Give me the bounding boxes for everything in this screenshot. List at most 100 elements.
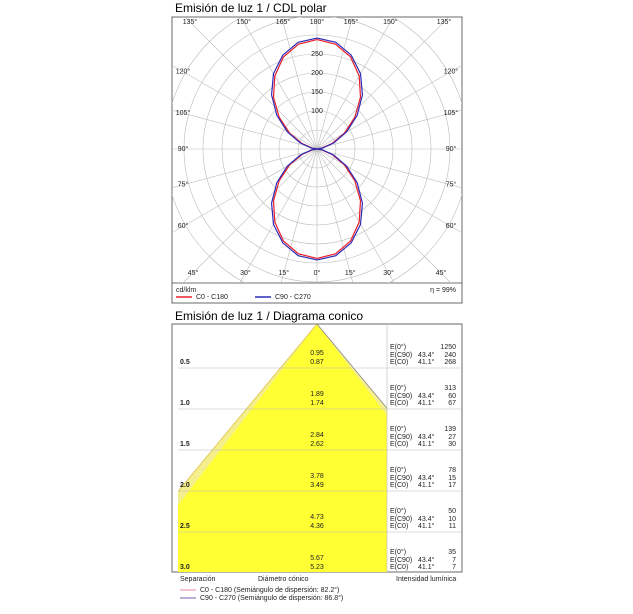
height-label: 1.0: [180, 400, 190, 407]
diameter: 5.67: [310, 555, 324, 562]
polar-grid: [172, 17, 462, 283]
r-tick-label: 200: [311, 70, 323, 77]
grid-line: [316, 148, 462, 189]
illuminance-value: 35: [448, 549, 456, 556]
legend-label: C90 - C270: [275, 294, 311, 301]
grid-line: [316, 148, 354, 283]
polar-labels: 0° 15° 15° 30° 30° 45° 45° 60° 60° 75° 75° 90° 90° 10…: [176, 18, 459, 277]
illuminance-angle: 41.1°: [418, 563, 435, 571]
illuminance-label: E(0°): [390, 507, 406, 515]
polar-curves: [270, 37, 364, 261]
illuminance-value: 67: [448, 400, 456, 407]
illuminance-angle: 41.1°: [418, 399, 435, 407]
illuminance-label: E(0°): [390, 425, 406, 433]
diameter: 1.74: [310, 400, 324, 407]
angle-label: 150°: [236, 18, 251, 26]
illuminance-value: 11: [449, 523, 456, 530]
height-label: 0.5: [180, 359, 190, 366]
diameter: 2.84: [310, 432, 324, 439]
angle-label: 105°: [444, 109, 459, 117]
grid-line: [316, 17, 353, 150]
illuminance-value: 268: [444, 359, 456, 366]
angle-label: 30°: [240, 269, 251, 277]
illuminance-value: 7: [452, 557, 456, 564]
diameter: 0.87: [310, 359, 324, 366]
illuminance-label: E(C0): [390, 441, 408, 448]
angle-label: 165°: [276, 18, 291, 26]
grid-line: [239, 148, 318, 283]
illuminance-angle: 43.4°: [418, 474, 435, 482]
illuminance-label: E(0°): [390, 384, 406, 392]
illuminance-angle: 41.1°: [418, 440, 435, 448]
illuminance-value: 240: [444, 352, 456, 359]
angle-label: 45°: [188, 269, 199, 277]
illuminance-angle: 41.1°: [418, 481, 435, 489]
illuminance-label: E(0°): [390, 343, 406, 351]
angle-label: 165°: [344, 18, 359, 26]
illuminance-label: E(C90): [390, 434, 412, 441]
legend-label: C90 - C270 (Semiángulo de dispersión: 86…: [200, 594, 343, 602]
illuminance-label: E(C0): [390, 523, 408, 530]
grid-line: [316, 148, 395, 283]
cone-shapes: [178, 324, 387, 572]
col-header: Intensidad lumínica: [396, 576, 456, 583]
diameter: 5.23: [310, 564, 324, 571]
angle-label: 30°: [383, 269, 394, 277]
angle-label: 15°: [278, 269, 289, 277]
height-label: 2.5: [180, 523, 190, 530]
illuminance-value: 30: [448, 441, 456, 448]
grid-line: [182, 148, 318, 283]
diameter: 4.73: [310, 514, 324, 521]
cone-title: Emisión de luz 1 / Diagrama conico: [175, 309, 363, 323]
distribution-curve: [270, 37, 318, 261]
illuminance-value: 10: [448, 516, 456, 523]
angle-label: 15°: [345, 269, 356, 277]
illuminance-angle: 43.4°: [418, 351, 435, 359]
illuminance-label: E(C0): [390, 482, 408, 489]
diameter: 2.62: [310, 441, 324, 448]
grid-line: [316, 109, 462, 150]
grid-line: [172, 109, 318, 150]
illuminance-label: E(0°): [390, 466, 406, 474]
grid-line: [240, 17, 318, 150]
cone-c0: [178, 324, 387, 572]
illuminance-angle: 43.4°: [418, 433, 435, 441]
col-header: Separación: [180, 576, 216, 583]
height-label: 2.0: [180, 482, 190, 489]
angle-label: 120°: [444, 67, 459, 75]
illuminance-label: E(C90): [390, 352, 412, 359]
grid-line: [316, 148, 452, 283]
cone-edge: [316, 324, 387, 409]
illuminance-value: 50: [448, 508, 456, 515]
grid-line: [316, 148, 462, 234]
grid-line: [281, 17, 318, 150]
angle-label: 150°: [383, 18, 398, 26]
illuminance-angle: 43.4°: [418, 392, 435, 400]
angle-label: 135°: [437, 18, 452, 26]
efficiency: η = 99%: [430, 287, 456, 294]
illuminance-value: 313: [444, 385, 456, 392]
angle-label: 180°: [310, 18, 325, 26]
cone-edge: [178, 324, 318, 492]
r-tick-label: 250: [311, 51, 323, 58]
height-label: 1.5: [180, 441, 190, 448]
cone-rows: 0.5 0.95 0.87 E(0°) 1250 E(C90) 43.4° 240 E(C0) 4…: [178, 343, 462, 571]
legend-label: C0 - C180 (Semiángulo de dispersión: 82.…: [200, 586, 339, 594]
grid-line: [280, 148, 318, 283]
grid-line: [316, 64, 462, 150]
angle-label: 105°: [176, 109, 191, 117]
illuminance-value: 27: [448, 434, 456, 441]
grid-line: [172, 64, 318, 150]
illuminance-value: 78: [448, 467, 456, 474]
illuminance-value: 17: [448, 482, 456, 489]
illuminance-label: E(C0): [390, 400, 408, 407]
legend: C0 - C180 (Semiángulo de dispersión: 82.…: [180, 586, 343, 602]
illuminance-angle: 43.4°: [418, 515, 435, 523]
angle-label: 0°: [314, 269, 321, 277]
grid-line: [184, 17, 318, 150]
illuminance-label: E(C0): [390, 359, 408, 366]
diameter: 3.78: [310, 473, 324, 480]
diameter: 1.89: [310, 391, 324, 398]
